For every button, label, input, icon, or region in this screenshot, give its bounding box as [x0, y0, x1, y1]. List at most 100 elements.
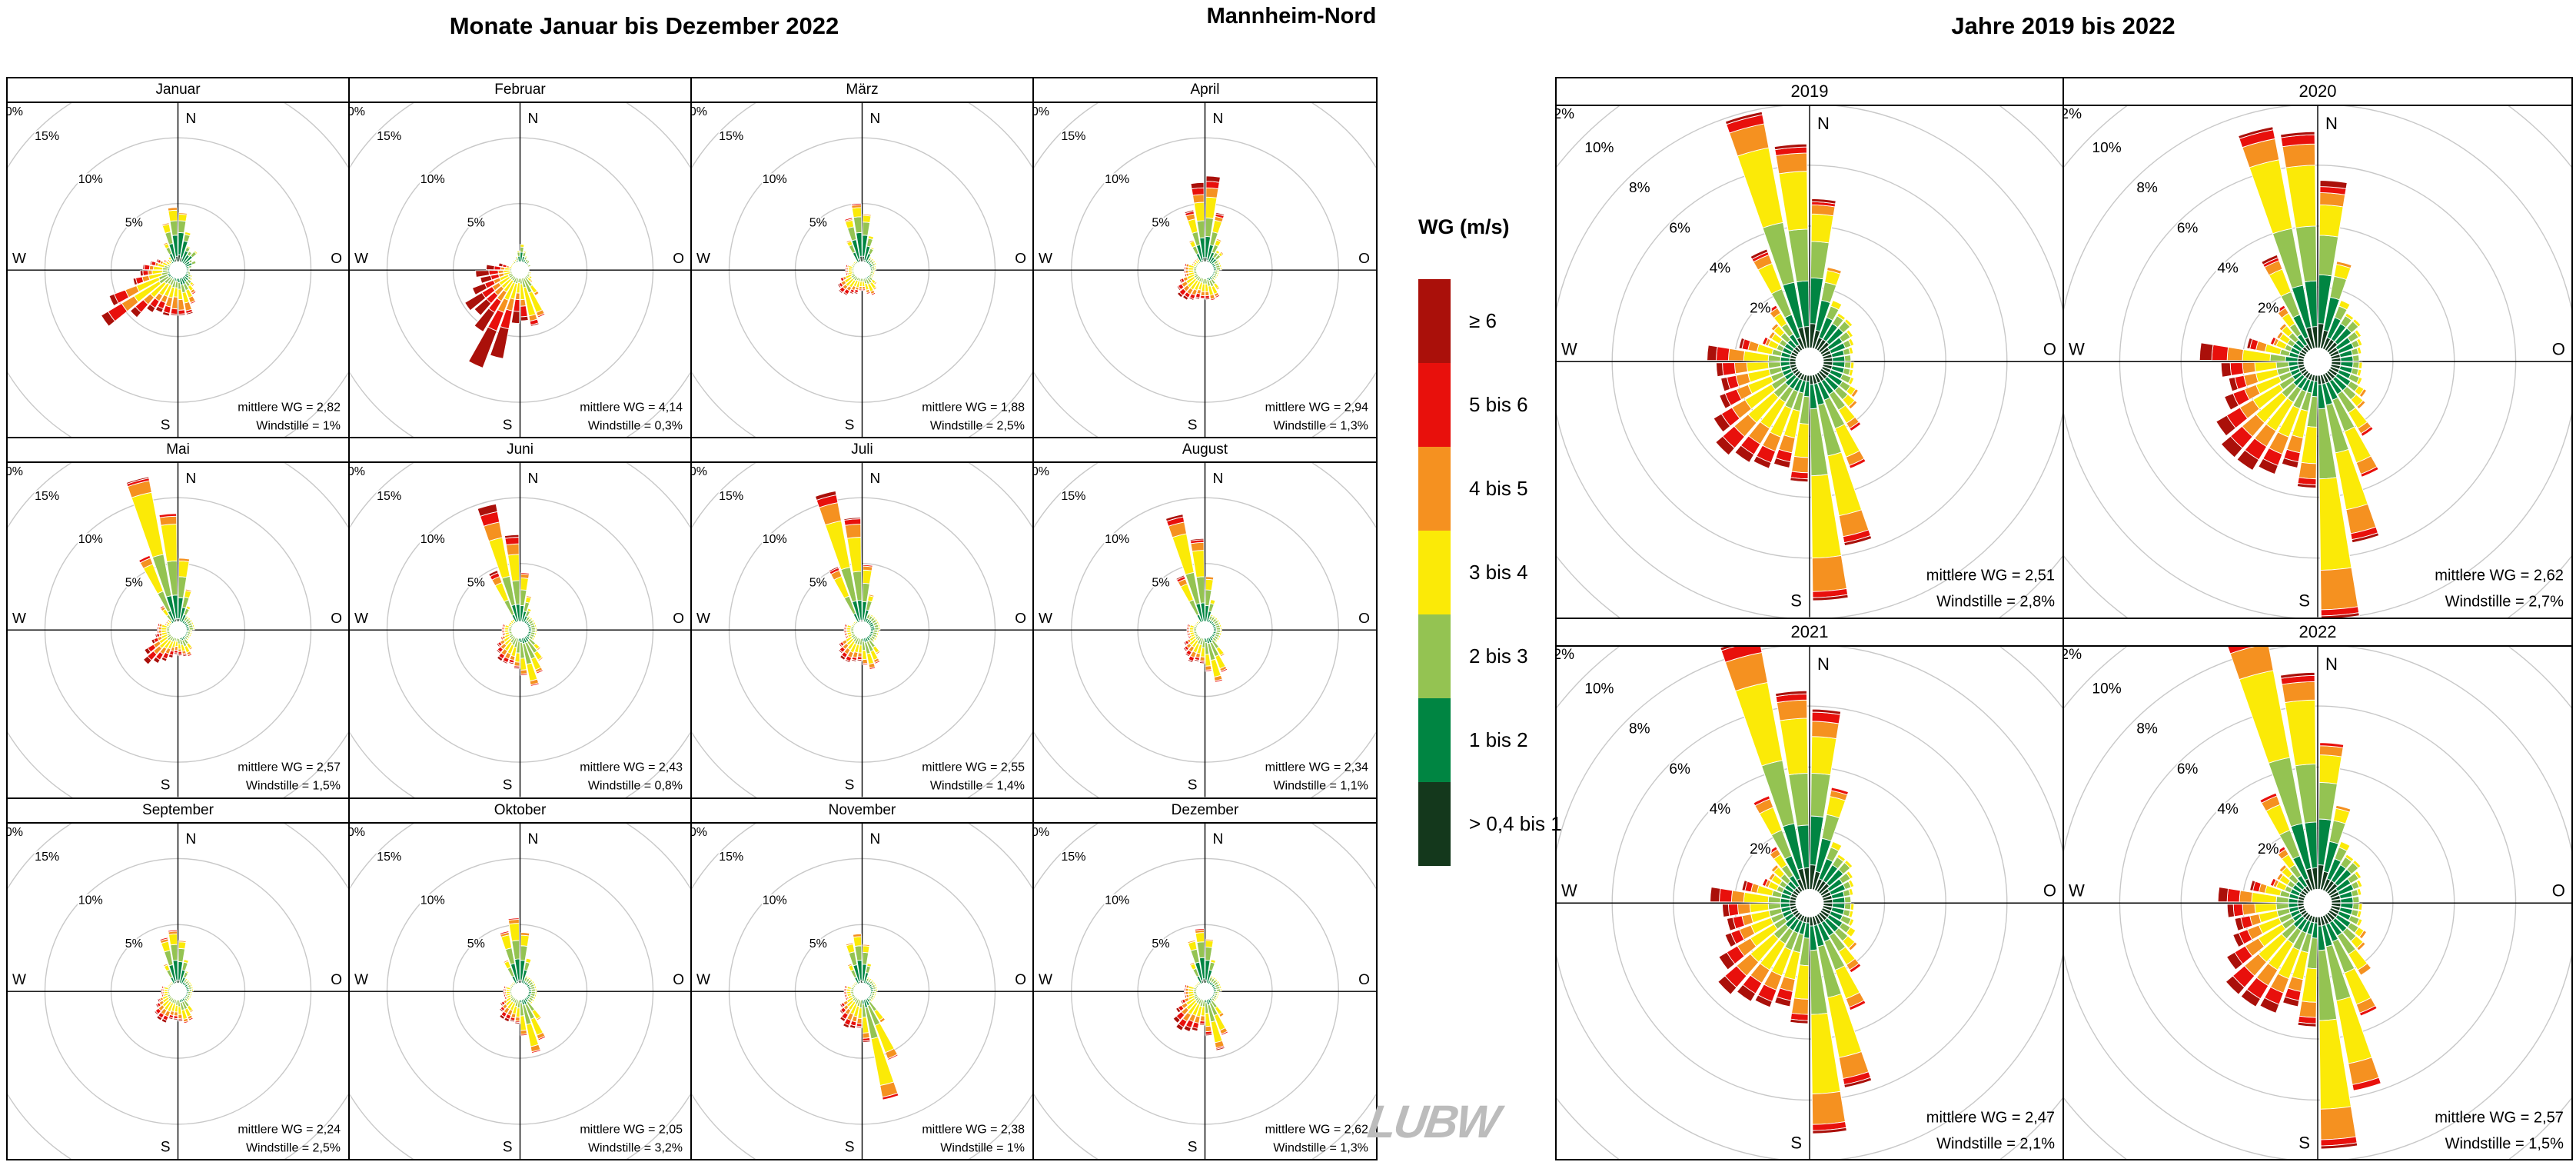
- rose-sector: [875, 651, 881, 655]
- rose-sector: [514, 255, 518, 259]
- rose-sector: [191, 290, 197, 295]
- rose-sector: [185, 615, 189, 619]
- rose-sector: [142, 270, 149, 276]
- rose-sector: [1741, 879, 1748, 891]
- rose-sector: [2335, 261, 2352, 269]
- rose-sector: [158, 513, 178, 518]
- rose-sector: [882, 1092, 899, 1100]
- ring-label: 15%: [719, 490, 743, 503]
- ring-label: 20%: [350, 105, 365, 118]
- rose-sector: [1218, 632, 1222, 637]
- compass-label-n: N: [870, 471, 881, 487]
- compass-label-n: N: [185, 471, 196, 487]
- ring-label: 10%: [1105, 893, 1129, 907]
- rose-sector: [1195, 296, 1201, 300]
- rose-sector: [1848, 400, 1858, 410]
- rose-sector: [1811, 720, 1840, 739]
- rose-sector: [536, 669, 544, 674]
- compass-label-w: W: [1561, 339, 1577, 358]
- rose-sector: [188, 1017, 194, 1021]
- legend-colorbar: [1418, 279, 1451, 866]
- rose-sector: [2338, 299, 2351, 311]
- rose-sector: [1218, 634, 1222, 639]
- rose-sector: [189, 983, 193, 987]
- calm-text: Windstille = 1,3%: [1273, 1140, 1368, 1154]
- rose-sector: [1219, 987, 1222, 991]
- rose-sector: [2358, 902, 2363, 911]
- rose-sector: [843, 632, 847, 637]
- rose-sector: [474, 298, 492, 316]
- compass-label-s: S: [845, 1139, 855, 1155]
- rose-sector: [869, 628, 876, 631]
- rose-sector: [1205, 579, 1214, 591]
- rose-sector: [843, 984, 847, 989]
- rose-sector: [1722, 362, 1737, 376]
- rose-sector: [1218, 261, 1222, 265]
- calm-text: Windstille = 1%: [940, 1141, 1025, 1154]
- rose-sector: [1218, 264, 1222, 268]
- rose-sector: [843, 517, 862, 521]
- rose-sector: [161, 985, 165, 989]
- rose-sector: [1186, 632, 1190, 637]
- rose-sector: [1810, 213, 1834, 244]
- rose-sector: [2356, 941, 2366, 951]
- rose-sector: [2242, 903, 2256, 915]
- rose-sector: [875, 985, 878, 989]
- rose-sector: [873, 265, 876, 268]
- rose-sector: [1719, 393, 1732, 409]
- rose-sector: [162, 963, 168, 967]
- rose-sector: [507, 917, 520, 921]
- rose-sector: [1208, 961, 1215, 971]
- rose-sector: [2236, 449, 2259, 471]
- ring-label: 5%: [125, 216, 143, 229]
- compass-label-s: S: [1188, 417, 1198, 433]
- mean-wind-speed-text: mittlere WG = 2,55: [922, 761, 1025, 774]
- rose-sector: [1216, 638, 1220, 641]
- mean-wind-speed-text: mittlere WG = 2,57: [2435, 1109, 2564, 1126]
- rose-sector: [1848, 887, 1854, 896]
- rose-sector: [178, 220, 187, 234]
- rose-sector: [2355, 917, 2363, 927]
- compass-label-w: W: [2069, 881, 2085, 900]
- rose-sector: [862, 1040, 871, 1043]
- rose-sector: [1713, 413, 1731, 433]
- rose-sector: [501, 624, 505, 628]
- panel-title: August: [1034, 438, 1376, 464]
- rose-sector: [530, 322, 540, 327]
- rose-sector: [184, 977, 188, 981]
- rose-sector: [872, 616, 876, 621]
- rose-sector: [1727, 903, 1740, 917]
- rose-sector: [168, 929, 178, 933]
- ring-label: 10%: [2092, 140, 2122, 156]
- rose-sector: [1176, 285, 1182, 291]
- rose-sector: [1850, 361, 1855, 370]
- calm-text: Windstille = 1%: [256, 419, 341, 432]
- rose-sector: [1843, 895, 1852, 903]
- calm-text: Windstille = 1,5%: [246, 780, 341, 793]
- lubw-logo: LUBW: [1364, 1096, 1501, 1147]
- rose-sector: [2234, 917, 2245, 931]
- rose-sector: [842, 1022, 850, 1028]
- rose-sector: [181, 961, 188, 971]
- rose-sector: [845, 941, 854, 947]
- rose-sector: [499, 1014, 506, 1020]
- rose-sector: [2215, 415, 2236, 437]
- rose-sector: [1205, 298, 1211, 301]
- rose-sector: [524, 961, 530, 971]
- rose-sector: [167, 258, 171, 263]
- rose-sector: [131, 491, 165, 558]
- rose-sector: [2239, 889, 2253, 903]
- rose-sector: [503, 991, 506, 994]
- rose-sector: [178, 941, 187, 950]
- rose-sector: [2217, 886, 2229, 902]
- compass-label-e: O: [331, 611, 342, 628]
- rose-sector: [2232, 903, 2244, 917]
- rose-sector: [2276, 331, 2284, 340]
- rose-sector: [851, 207, 863, 218]
